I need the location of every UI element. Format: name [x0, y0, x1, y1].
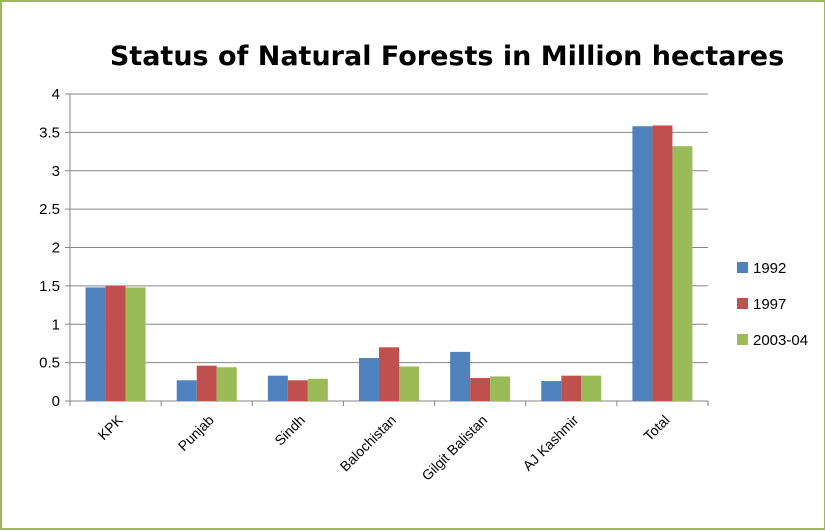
bar-sindh-1997 — [287, 380, 308, 401]
bar-kpk-1997 — [105, 285, 126, 401]
bar-total-1997 — [652, 125, 673, 401]
legend-swatch-1992 — [737, 262, 748, 273]
bar-total-2003-04 — [672, 146, 693, 401]
y-tick-label: 3 — [52, 163, 60, 180]
tick-labels: 0 0.5 1 1.5 2 2.5 3 3.5 4 — [39, 86, 60, 410]
bars — [85, 125, 693, 402]
bar-punjab-1997 — [196, 365, 217, 401]
bar-aj-kashmir-1992 — [541, 381, 562, 401]
bar-sindh-1992 — [267, 375, 288, 401]
bar-sindh-2003-04 — [307, 378, 328, 401]
category-label: KPK — [95, 411, 127, 443]
category-label: Total — [640, 412, 672, 444]
y-tick-label: 1 — [52, 316, 60, 333]
category-label: Punjab — [175, 412, 217, 454]
legend: 1992 1997 2003-04 — [737, 260, 808, 349]
bar-aj-kashmir-2003-04 — [581, 375, 602, 401]
gridlines — [70, 93, 708, 364]
bar-aj-kashmir-1997 — [561, 375, 582, 401]
chart-title: Status of Natural Forests in Million hec… — [110, 41, 784, 72]
category-label: Sindh — [271, 412, 308, 449]
category-labels: KPK Punjab Sindh Balochistan Gilgit Balistan… — [95, 411, 673, 483]
y-tick-label: 2 — [52, 240, 60, 257]
legend-swatch-2003-04 — [737, 334, 748, 345]
bar-gilgit-balistan-2003-04 — [490, 376, 511, 401]
y-tick-label: 4 — [52, 86, 60, 103]
bar-balochistan-2003-04 — [399, 366, 419, 401]
y-tick-label: 0 — [52, 393, 60, 410]
y-tick-label: 3.5 — [39, 124, 60, 141]
y-tick-label: 0.5 — [39, 355, 60, 372]
legend-label: 1997 — [753, 296, 786, 313]
bar-punjab-1992 — [176, 380, 197, 401]
bar-balochistan-1997 — [379, 347, 399, 401]
y-tick-label: 2.5 — [39, 201, 60, 218]
category-label: Gilgit Balistan — [418, 412, 490, 484]
bar-total-1992 — [632, 126, 653, 402]
legend-label: 2003-04 — [753, 332, 808, 349]
category-label: Balochistan — [337, 412, 400, 475]
bar-kpk-1992 — [85, 287, 106, 401]
bar-kpk-2003-04 — [125, 287, 146, 401]
bar-punjab-2003-04 — [216, 367, 237, 401]
bar-gilgit-balistan-1997 — [470, 377, 491, 401]
legend-label: 1992 — [753, 260, 786, 277]
legend-swatch-1997 — [737, 298, 748, 309]
y-tick-label: 1.5 — [39, 278, 60, 295]
bar-balochistan-1992 — [359, 358, 379, 401]
category-label: AJ Kashmir — [519, 412, 581, 474]
bar-gilgit-balistan-1992 — [450, 351, 471, 401]
